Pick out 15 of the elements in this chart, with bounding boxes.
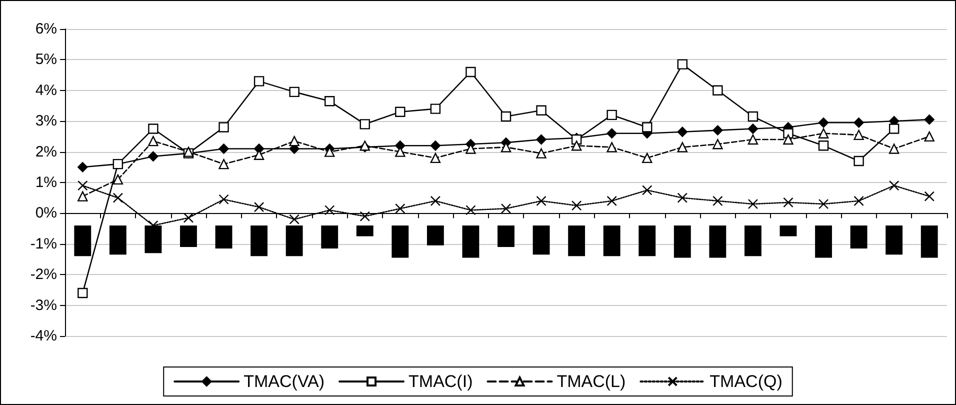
y-tick-label: 5% [35,51,57,68]
legend-label: TMAC(L) [556,372,626,391]
legend-label: TMAC(I) [408,372,473,391]
y-tick-label: 1% [35,174,57,191]
legend-label: TMAC(Q) [710,372,782,391]
y-tick-label: -4% [30,328,57,344]
y-tick-label: 3% [35,112,57,130]
y-tick-label: -1% [30,235,57,252]
y-tick-label: 6% [35,20,57,38]
y-tick-label: -2% [30,266,57,284]
y-tick-label: 0% [35,204,57,222]
legend-label: TMAC(VA) [244,372,325,391]
y-tick-label: 2% [35,143,57,160]
y-tick-label: 4% [35,82,57,99]
y-tick-label: -3% [30,296,57,314]
